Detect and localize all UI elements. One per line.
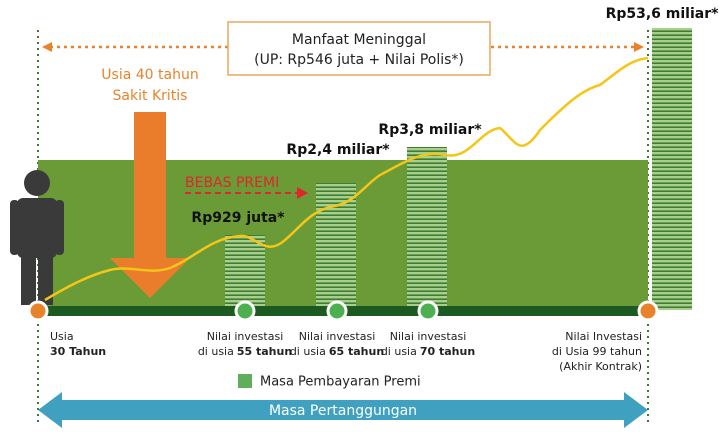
milestone-prefix: di usia: [381, 345, 417, 358]
end-age: di Usia 99 tahun: [552, 345, 642, 358]
money-stack: [225, 235, 265, 307]
milestone-value: Rp3,8 miliar*: [378, 122, 482, 138]
milestone-value: Rp929 juta*: [191, 210, 285, 226]
milestone-age: 55 tahun: [237, 345, 292, 358]
end-note: (Akhir Kontrak): [559, 360, 642, 373]
coverage-label: Masa Pertanggungan: [269, 403, 417, 419]
death-benefit-subtitle: (UP: Rp546 juta + Nilai Polis*): [254, 52, 464, 68]
milestone-prefix: di usia: [198, 345, 234, 358]
money-stack: [407, 147, 447, 307]
end-label: Nilai Investasi: [565, 330, 642, 343]
money-stack: [316, 183, 356, 307]
milestone-label: Nilai investasi: [390, 330, 467, 343]
end-value: Rp53,6 miliar*: [606, 6, 720, 22]
milestone-value: Rp2,4 miliar*: [286, 142, 390, 158]
start-label: Usia: [50, 330, 74, 343]
money-stack: [652, 28, 692, 310]
legend-swatch: [238, 374, 252, 388]
arrow-head: [634, 42, 644, 52]
death-benefit-title: Manfaat Meninggal: [292, 32, 426, 48]
milestone-prefix: di usia: [290, 345, 326, 358]
critical-illness-label: Sakit Kritis: [113, 88, 188, 104]
legend-label: Masa Pembayaran Premi: [260, 375, 421, 390]
critical-illness-age: Usia 40 tahun: [101, 67, 198, 83]
milestone-age: 70 tahun: [420, 345, 475, 358]
start-age: 30 Tahun: [50, 345, 106, 358]
milestone-age: 65 tahun: [329, 345, 384, 358]
milestone-label: Nilai investasi: [299, 330, 376, 343]
infographic: Manfaat Meninggal (UP: Rp546 juta + Nila…: [0, 0, 720, 434]
milestone-label: Nilai investasi: [207, 330, 284, 343]
arrow-head: [42, 42, 52, 52]
premium-waiver: BEBAS PREMI: [185, 175, 279, 191]
